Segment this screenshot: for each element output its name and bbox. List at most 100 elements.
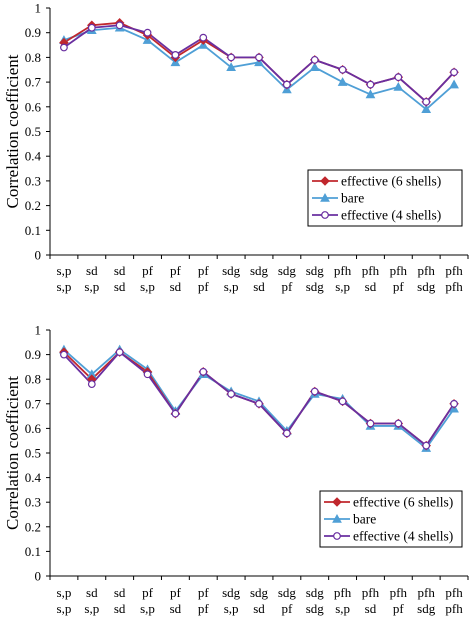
data-point xyxy=(199,367,208,376)
legend-label: bare xyxy=(353,512,376,527)
series-line xyxy=(63,26,455,111)
data-point xyxy=(227,53,236,62)
data-point xyxy=(394,419,403,428)
y-tick-label: 0.2 xyxy=(25,198,41,213)
y-tick-label: 0.6 xyxy=(25,99,42,114)
x-tick-label-bottom: s,p xyxy=(224,279,239,294)
data-point xyxy=(87,380,96,389)
legend-label: bare xyxy=(341,191,364,206)
x-tick-label-top: sdg xyxy=(306,585,325,600)
data-point xyxy=(60,43,68,52)
legend-swatch-marker xyxy=(320,192,330,202)
y-tick-label: 0.6 xyxy=(25,421,42,436)
data-point xyxy=(143,28,152,37)
data-point xyxy=(115,21,124,30)
data-point xyxy=(115,348,124,357)
x-tick-label-bottom: sd xyxy=(170,601,182,616)
y-tick-label: 0.8 xyxy=(25,372,41,387)
legend-label: effective (6 shells) xyxy=(353,495,453,510)
x-tick-label-top: sd xyxy=(114,585,126,600)
y-tick-label: 0.2 xyxy=(25,519,41,534)
x-tick-label-bottom: sd xyxy=(253,601,265,616)
data-point xyxy=(366,419,375,428)
legend-swatch-marker xyxy=(320,176,330,186)
x-tick-label-bottom: sd xyxy=(170,279,182,294)
chart-panel-bottom: 00.10.20.30.40.50.60.70.80.91s,ps,psds,p… xyxy=(3,323,469,616)
x-tick-label-top: pf xyxy=(142,585,154,600)
data-point xyxy=(282,429,291,438)
data-point xyxy=(366,80,375,89)
y-tick-label: 0.9 xyxy=(25,25,41,40)
x-tick-label-top: sdg xyxy=(278,585,297,600)
data-point xyxy=(422,441,431,450)
x-tick-label-top: pf xyxy=(170,263,182,278)
x-tick-label-bottom: s,p xyxy=(335,279,350,294)
x-tick-label-bottom: pf xyxy=(393,601,405,616)
x-tick-label-bottom: s,p xyxy=(224,601,239,616)
x-tick-label-bottom: s,p xyxy=(140,279,155,294)
y-tick-label: 0.1 xyxy=(25,544,41,559)
y-tick-label: 0.1 xyxy=(25,223,41,238)
legend-swatch-marker xyxy=(321,211,329,219)
data-point xyxy=(226,62,237,72)
x-tick-label-bottom: sd xyxy=(114,601,126,616)
x-tick-label-bottom: s,p xyxy=(84,601,99,616)
x-tick-label-top: sdg xyxy=(250,263,269,278)
x-tick-label-bottom: pf xyxy=(198,279,210,294)
data-point xyxy=(60,350,68,359)
data-point xyxy=(143,370,152,379)
x-tick-label-top: pfh xyxy=(390,585,408,600)
y-tick-label: 0.7 xyxy=(25,75,42,90)
x-tick-label-bottom: sd xyxy=(365,601,377,616)
x-tick-label-top: pf xyxy=(198,263,210,278)
x-tick-label-bottom: s,p xyxy=(57,279,72,294)
x-tick-label-top: pfh xyxy=(418,263,436,278)
x-tick-label-top: pf xyxy=(142,263,154,278)
x-tick-label-bottom: s,p xyxy=(335,601,350,616)
data-point xyxy=(199,33,208,42)
legend-swatch-marker xyxy=(333,532,341,540)
y-tick-label: 0 xyxy=(35,569,42,584)
data-point xyxy=(421,104,432,114)
x-tick-label-top: pfh xyxy=(334,585,352,600)
x-tick-label-top: pf xyxy=(170,585,182,600)
x-tick-label-top: sdg xyxy=(278,263,297,278)
data-point xyxy=(393,82,404,91)
y-tick-label: 1 xyxy=(35,323,42,338)
legend-swatch-marker xyxy=(332,497,342,507)
x-tick-label-top: pfh xyxy=(362,585,380,600)
legend-label: effective (6 shells) xyxy=(341,174,441,189)
x-tick-label-bottom: pf xyxy=(281,279,293,294)
data-point xyxy=(338,65,347,74)
x-tick-label-bottom: pf xyxy=(198,601,210,616)
x-tick-label-top: pfh xyxy=(418,585,436,600)
x-tick-label-bottom: pfh xyxy=(445,601,463,616)
x-tick-label-top: sd xyxy=(86,263,98,278)
y-axis-label: Correlation coefficient xyxy=(3,54,22,208)
data-point xyxy=(171,51,180,59)
y-tick-label: 0 xyxy=(35,248,42,263)
x-tick-label-top: sd xyxy=(86,585,98,600)
data-point xyxy=(282,80,291,89)
data-point xyxy=(227,390,236,398)
data-point xyxy=(337,77,348,86)
data-point xyxy=(450,399,458,408)
x-tick-label-top: pf xyxy=(198,585,210,600)
legend-swatch-marker xyxy=(332,513,342,523)
y-tick-label: 1 xyxy=(35,1,42,16)
x-tick-label-bottom: sd xyxy=(253,279,265,294)
y-tick-label: 0.9 xyxy=(25,347,41,362)
x-tick-label-top: pfh xyxy=(334,263,352,278)
data-point xyxy=(310,387,319,396)
x-tick-label-top: s,p xyxy=(57,263,72,278)
x-tick-label-top: sdg xyxy=(306,263,325,278)
data-point xyxy=(309,62,320,72)
x-tick-label-bottom: sdg xyxy=(306,601,325,616)
data-point xyxy=(365,89,376,99)
y-tick-label: 0.4 xyxy=(25,470,42,485)
data-point xyxy=(310,55,319,64)
x-tick-label-bottom: s,p xyxy=(84,279,99,294)
y-tick-label: 0.4 xyxy=(25,149,42,164)
data-point xyxy=(449,79,459,89)
